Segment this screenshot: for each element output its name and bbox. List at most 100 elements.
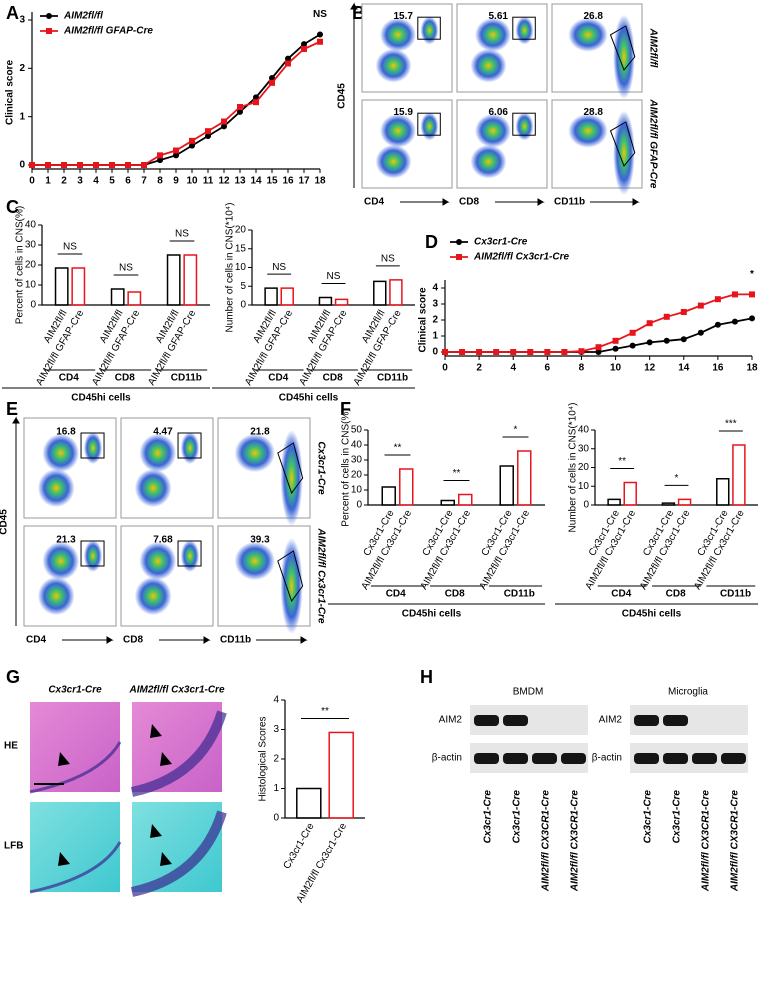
x-tick-label: 16 [712,363,724,374]
gate [277,442,304,495]
gate [512,112,536,136]
gate [80,432,105,459]
point [77,162,83,168]
point [749,291,755,298]
arrowhead [58,852,70,866]
x-axis-label: CD45hi cells [622,609,682,620]
band [503,715,528,726]
cell-cloud [139,433,177,473]
gate [609,25,636,71]
point [749,315,755,322]
point [663,337,670,344]
arrowhead [160,852,172,866]
cell-cloud [83,432,103,464]
lane-label: AIM2fl/fl CX3CR1-Cre [541,790,552,893]
x-tick-label: 2 [61,176,67,187]
legend-marker [456,239,462,245]
lane-label: Cx3cr1-Cre [483,790,494,844]
cell-cloud [234,541,276,581]
cell-cloud [420,16,439,45]
point [189,142,195,149]
cell-cloud [375,48,412,83]
annotation: NS [272,262,286,273]
x-axis-label: CD8 [123,635,143,646]
band [474,753,499,764]
annotation: NS [327,271,341,282]
row-label: AIM2fl/fl Cx3cr1-Cre [315,527,326,623]
point [714,296,721,303]
point [285,55,291,62]
gate [277,550,304,603]
point [253,99,259,106]
bar [127,291,142,306]
point [141,162,147,168]
y-tick-label: 4 [432,283,438,294]
point [237,104,243,110]
category-label: CD8 [445,589,465,600]
y-tick-label: 15 [235,243,247,254]
arrow [350,2,358,188]
y-tick-label: 20 [578,462,590,473]
point [578,348,585,355]
arrowhead [58,752,70,766]
cell-cloud [470,144,507,179]
category-label: CD11b [504,589,535,600]
point [714,321,721,328]
annotation: NS [175,229,189,240]
x-tick-label: 4 [93,176,99,187]
y-tick-label: 1 [273,783,279,794]
category-label: CD11b [720,589,751,600]
point [697,329,704,336]
y-axis-label: Histological Scores [258,716,269,801]
arrow [400,198,450,206]
cell-cloud [83,540,103,572]
x-tick-label: 18 [314,176,326,187]
arrow [62,636,114,644]
y-tick-label: 10 [25,280,37,291]
bar [54,267,69,306]
y-tick-label: 20 [235,225,247,236]
y-axis-label: Number of cells in CNS(*10⁴) [568,403,579,533]
x-axis-label: CD8 [459,197,479,208]
annotation: NS [313,9,327,20]
y-axis-label: Percent of cells in CNS(%) [15,206,26,324]
bar [607,498,621,506]
bar [623,481,637,506]
x-axis-label: CD11b [220,635,251,646]
point [697,302,704,309]
x-tick-label: 18 [746,363,758,374]
lane-label: Cx3cr1-Cre [512,790,523,844]
x-tick-label: 0 [29,176,35,187]
x-tick-label: 5 [109,176,115,187]
gate-value: 21.3 [56,535,76,546]
gate-value: 16.8 [56,427,76,438]
y-tick-label: 0 [432,347,438,358]
band [634,715,659,726]
gate-value: 21.8 [250,427,270,438]
annotation: NS [63,242,77,253]
y-axis-label: CD45 [0,509,10,535]
point [442,349,448,355]
y-axis-label: Percent of cells in CNS(%) [341,408,352,526]
x-tick-label: 12 [218,176,230,187]
point [45,162,51,168]
category-label: CD4 [386,589,406,600]
row-label: Cx3cr1-Cre [315,441,326,495]
point [510,349,517,355]
x-tick-label: 10 [186,176,198,187]
point [157,157,163,164]
y-tick-label: 20 [351,470,363,481]
panel-label: E [6,399,18,419]
gate-value: 7.68 [153,535,173,546]
bar [110,288,125,306]
bar [389,279,403,306]
arrow [590,198,640,206]
cell-cloud [42,433,80,473]
bar [499,465,514,506]
band [474,715,499,726]
point [93,162,99,168]
bar [716,478,730,506]
x-axis-label: CD11b [554,197,585,208]
bar [183,254,198,306]
row-label: LFB [4,841,23,852]
